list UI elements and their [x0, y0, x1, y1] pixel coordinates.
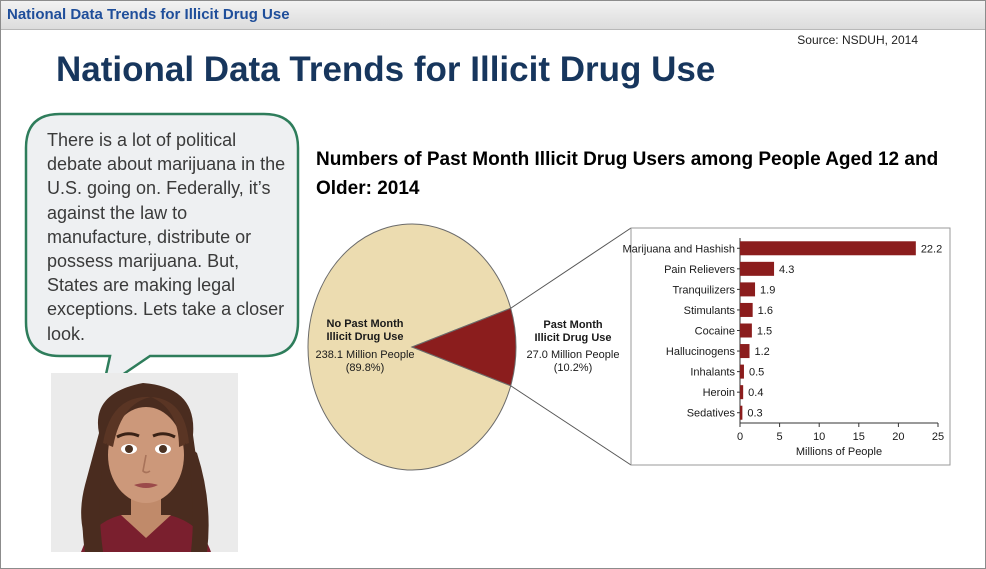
pie-label-use-line: Past Month: [543, 319, 603, 331]
bar-x-tick-label: 15: [853, 431, 865, 443]
title-bar: National Data Trends for Illicit Drug Us…: [1, 1, 985, 30]
connector-line-bottom: [510, 385, 632, 466]
bar-chart-panel: [630, 227, 951, 466]
pie-slice-past-month-use: [410, 307, 517, 387]
bar: [740, 282, 756, 297]
bar-value-label: 0.4: [748, 387, 763, 399]
bar-category-label: Hallucinogens: [666, 346, 736, 358]
pie-label-no-use-percent: (89.8%): [346, 362, 385, 374]
source-note: Source: NSDUH, 2014: [797, 33, 918, 47]
bar-value-label: 1.5: [757, 326, 772, 338]
pie-label-no-use-value: 238.1 Million People: [315, 349, 414, 361]
bar: [740, 405, 743, 420]
pie-label-use-percent: (10.2%): [554, 362, 593, 374]
bar-value-label: 4.3: [779, 264, 794, 276]
pie-slice-no-past-month-use: [307, 223, 512, 471]
bar-category-label: Pain Relievers: [664, 264, 735, 276]
bar-x-tick-label: 10: [813, 431, 825, 443]
avatar-illustration: [81, 383, 211, 552]
bar: [740, 385, 744, 400]
connector-line-top: [510, 227, 632, 309]
bar-category-label: Tranquilizers: [672, 284, 735, 296]
bar-value-label: 1.6: [758, 305, 773, 317]
bar: [740, 344, 750, 359]
bar-value-label: 1.2: [755, 346, 770, 358]
bar-value-label: 22.2: [921, 243, 942, 255]
bar: [740, 241, 916, 256]
pie-label-no-use-line: Illicit Drug Use: [326, 331, 403, 343]
speech-bubble-text: There is a lot of political debate about…: [47, 130, 286, 344]
pie-label-use-line: Illicit Drug Use: [534, 332, 611, 344]
speech-bubble-shape: [24, 112, 300, 391]
page-title: National Data Trends for Illicit Drug Us…: [56, 50, 716, 89]
chart-title: Numbers of Past Month Illicit Drug Users…: [316, 149, 939, 199]
bar-x-tick-label: 5: [777, 431, 783, 443]
bar-category-label: Cocaine: [695, 326, 735, 338]
bar: [740, 323, 752, 338]
bar-x-tick-label: 0: [737, 431, 743, 443]
bar: [740, 261, 775, 276]
bar-category-label: Heroin: [703, 387, 735, 399]
bar-value-label: 0.5: [749, 367, 764, 379]
avatar: [51, 373, 238, 552]
pie-label-no-use-line: No Past Month: [327, 318, 404, 330]
title-bar-text: National Data Trends for Illicit Drug Us…: [7, 6, 290, 23]
bar-chart: Marijuana and Hashish 22.2 Pain Relievers 4…: [622, 238, 944, 458]
bar-x-tick-label: 25: [932, 431, 944, 443]
bar-x-axis-title: Millions of People: [796, 446, 882, 458]
bar-category-label: Sedatives: [687, 408, 736, 420]
bar-value-label: 1.9: [760, 284, 775, 296]
bar: [740, 364, 744, 379]
bar-value-label: 0.3: [747, 408, 762, 420]
bar-category-label: Stimulants: [684, 305, 736, 317]
bar-x-tick-label: 20: [892, 431, 904, 443]
pie-label-use-value: 27.0 Million People: [527, 349, 620, 361]
bar-category-label: Inhalants: [690, 367, 735, 379]
bar-category-label: Marijuana and Hashish: [622, 243, 735, 255]
bar: [740, 302, 753, 317]
connector-lines: [510, 227, 632, 466]
